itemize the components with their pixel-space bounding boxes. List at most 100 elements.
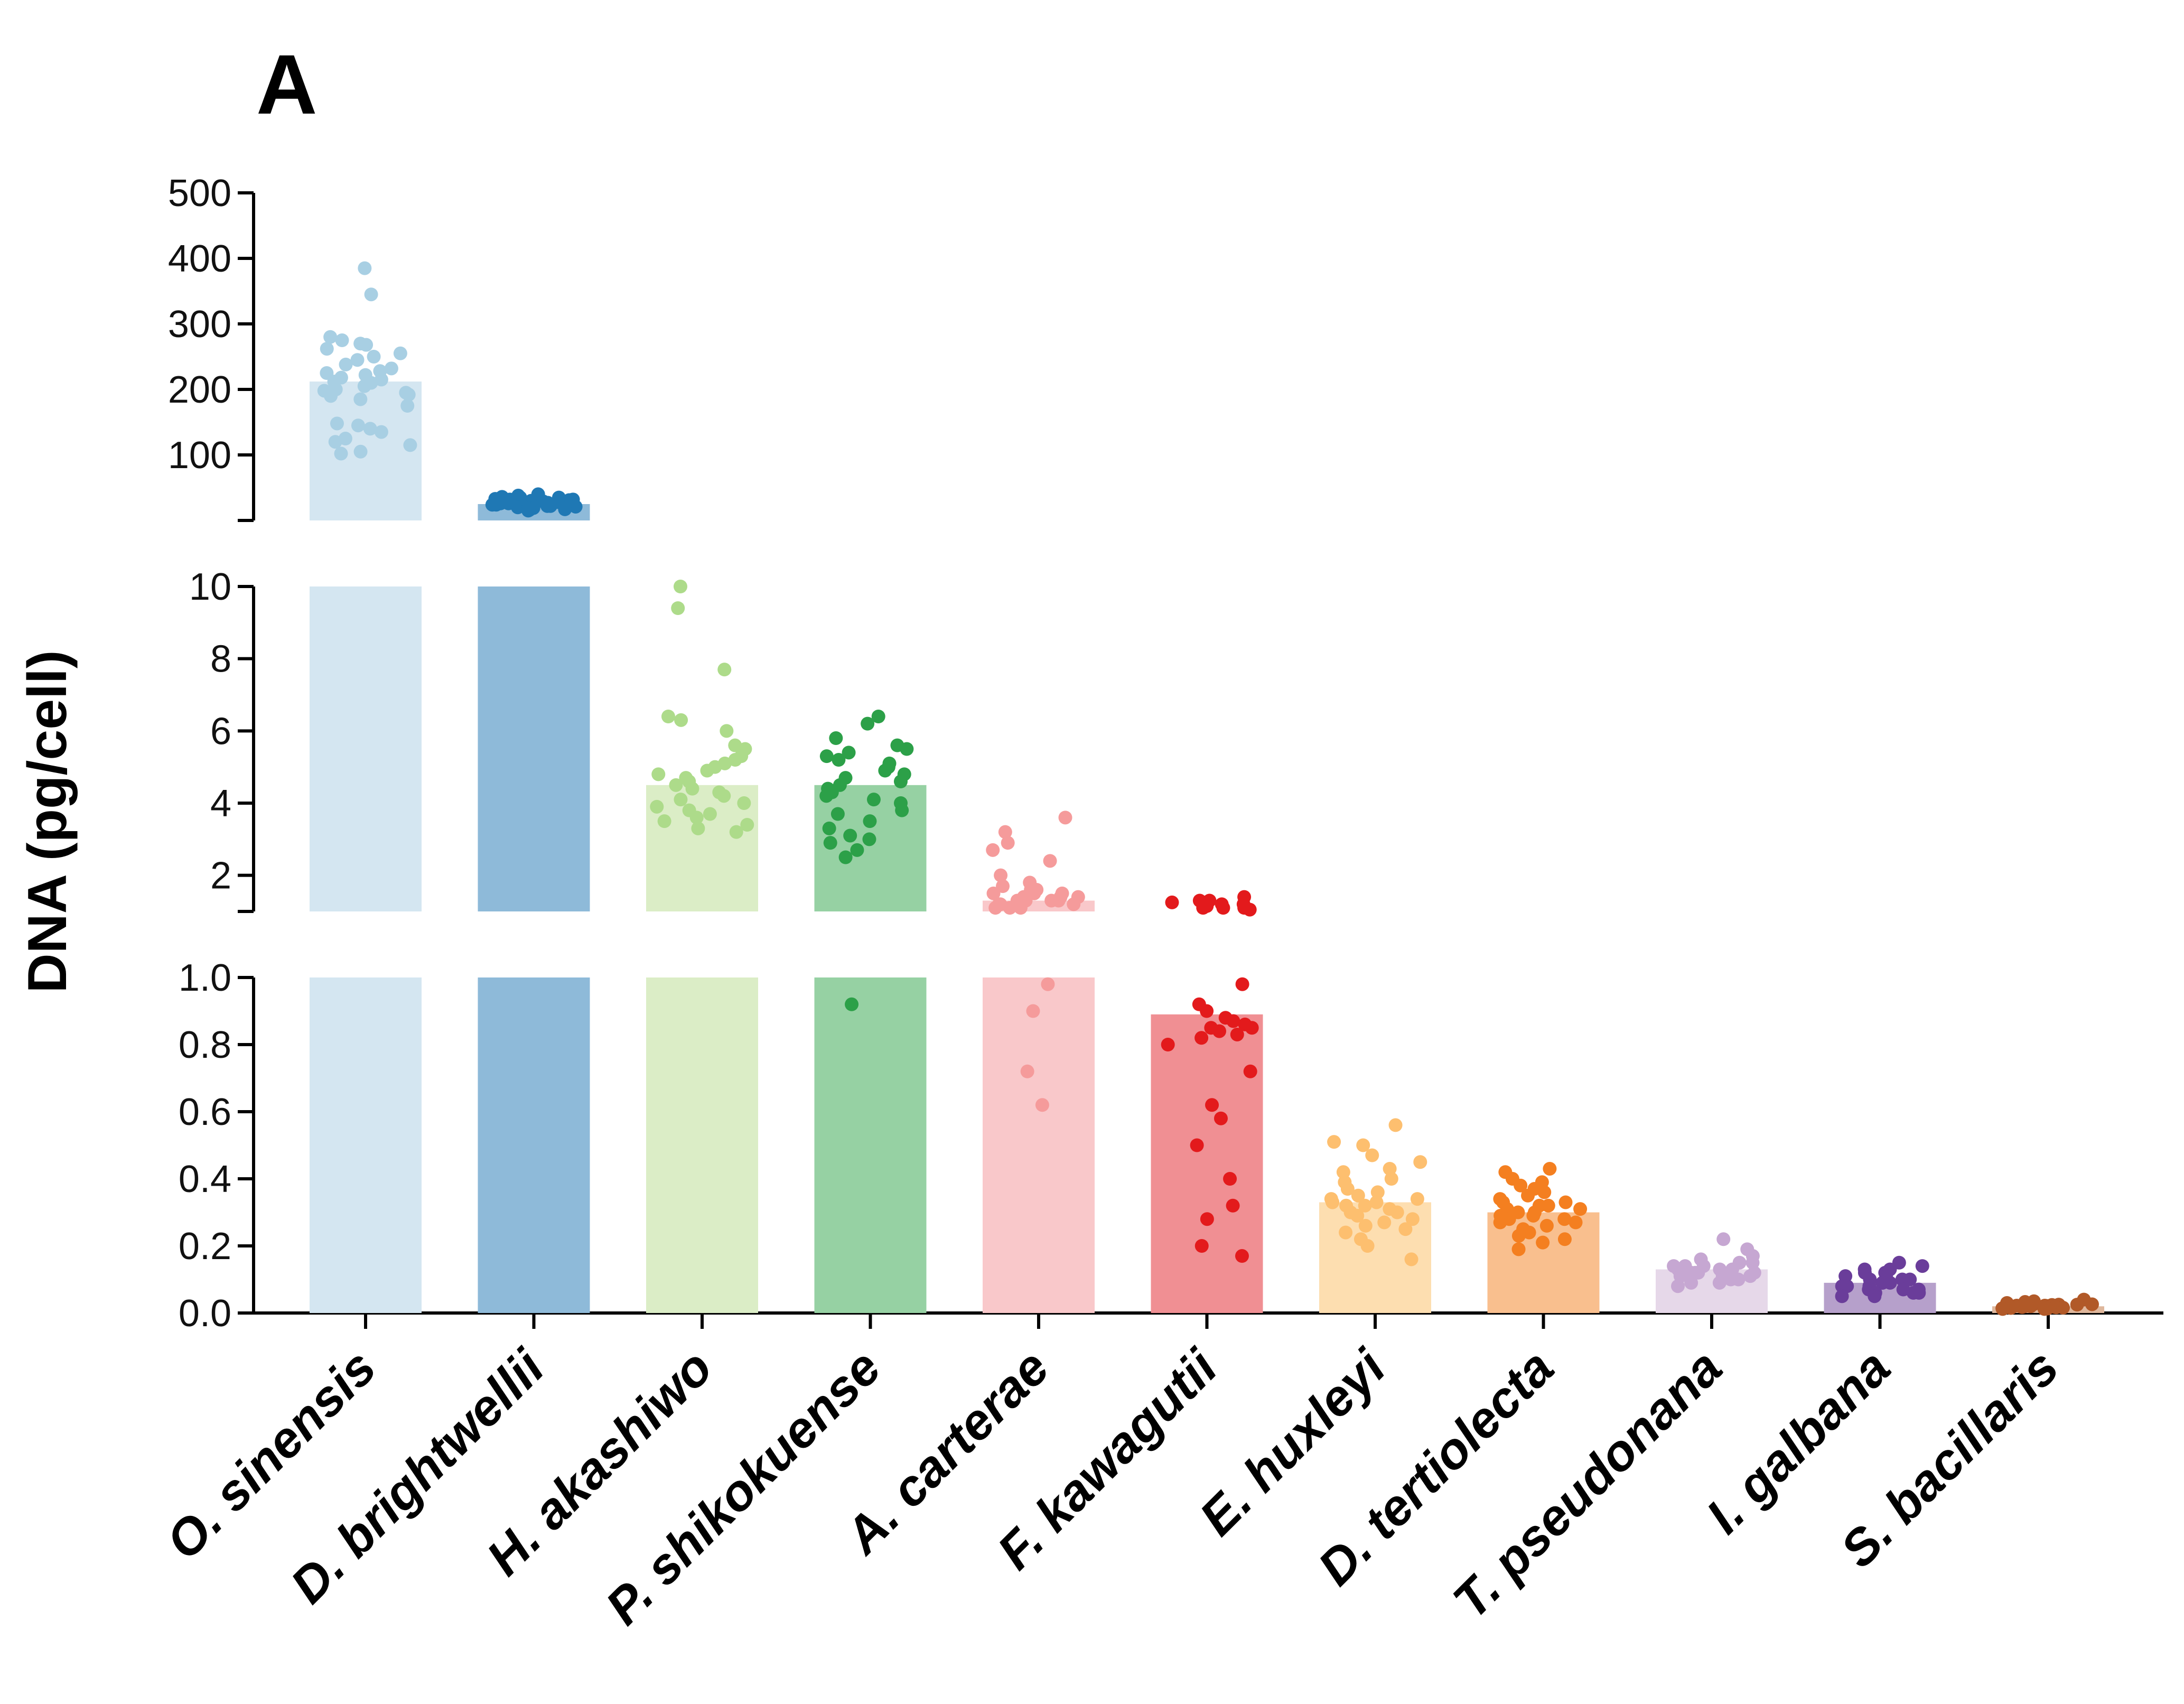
data-point <box>1043 854 1057 868</box>
data-point <box>1573 1202 1588 1216</box>
data-point <box>1526 1208 1541 1223</box>
data-point <box>893 775 908 788</box>
data-point <box>359 338 374 352</box>
data-point <box>1398 1222 1413 1236</box>
data-point <box>740 818 754 832</box>
data-point <box>323 330 338 344</box>
data-point <box>367 350 381 364</box>
data-point <box>1557 1232 1572 1246</box>
data-point <box>1514 1178 1528 1193</box>
data-point <box>1161 1038 1175 1051</box>
bar-0-part-0 <box>310 977 422 1313</box>
data-point <box>866 793 881 807</box>
y-tick-label: 500 <box>168 172 231 215</box>
data-point <box>996 879 1010 893</box>
data-point <box>1558 1195 1573 1209</box>
y-tick-label: 0.0 <box>179 1292 231 1335</box>
data-point <box>1350 1208 1365 1223</box>
y-tick-label: 0.8 <box>179 1024 231 1066</box>
data-point <box>717 789 731 803</box>
bar-1-part-0 <box>478 977 590 1313</box>
data-point <box>1511 1228 1526 1243</box>
data-point <box>1190 1138 1204 1152</box>
data-point <box>689 811 704 825</box>
data-point <box>324 389 338 403</box>
y-tick-label: 8 <box>210 638 231 681</box>
points-group <box>317 261 2099 1316</box>
data-point <box>540 499 555 513</box>
data-point <box>861 716 875 731</box>
data-point <box>400 399 415 413</box>
data-point <box>1358 1198 1372 1213</box>
data-point <box>1194 1031 1209 1045</box>
data-point <box>521 504 535 518</box>
data-point <box>1214 1111 1228 1125</box>
data-point <box>1226 1198 1240 1213</box>
data-point <box>1358 1218 1373 1233</box>
data-point <box>986 886 1001 900</box>
data-point <box>1404 1252 1418 1267</box>
data-point <box>1223 1172 1237 1186</box>
data-point <box>511 500 525 515</box>
data-point <box>829 731 843 745</box>
data-point <box>842 746 856 760</box>
data-point <box>1388 1118 1403 1132</box>
data-point <box>1541 1198 1555 1213</box>
data-point <box>673 580 687 593</box>
data-point <box>1684 1275 1698 1290</box>
data-point <box>871 710 885 723</box>
bars-group <box>310 381 2104 1313</box>
data-point <box>845 997 859 1011</box>
data-point <box>1336 1165 1350 1179</box>
data-point <box>1522 1225 1536 1240</box>
data-point <box>1339 1225 1353 1240</box>
data-point <box>339 357 353 371</box>
data-point <box>830 807 845 821</box>
data-point <box>1743 1269 1758 1283</box>
data-point <box>819 789 834 803</box>
data-point <box>1384 1172 1398 1186</box>
data-point <box>1194 1239 1209 1253</box>
data-point <box>1390 1205 1404 1219</box>
data-point <box>651 767 666 781</box>
data-point <box>1216 901 1230 915</box>
data-point <box>1340 1182 1355 1196</box>
data-point <box>1569 1215 1583 1230</box>
data-point <box>403 438 417 452</box>
data-point <box>1243 1064 1257 1078</box>
data-point <box>364 287 378 302</box>
data-point <box>1035 1098 1049 1112</box>
y-tick-label: 200 <box>168 369 231 411</box>
data-point <box>335 333 349 347</box>
data-point <box>2056 1300 2070 1315</box>
data-point <box>823 836 837 850</box>
data-point <box>863 814 877 828</box>
data-point <box>353 392 368 406</box>
data-point <box>986 843 1000 857</box>
data-point <box>320 342 334 356</box>
data-point <box>729 825 743 839</box>
data-point <box>650 799 664 814</box>
data-point <box>1013 901 1028 915</box>
data-point <box>737 796 751 810</box>
data-point <box>674 713 688 727</box>
data-point <box>1196 901 1210 915</box>
bar-5-part-0 <box>1151 1014 1263 1313</box>
y-tick-label: 1.0 <box>179 957 231 999</box>
y-tick-label: 100 <box>168 434 231 477</box>
data-point <box>1995 1302 2010 1316</box>
data-point <box>2015 1300 2029 1314</box>
y-tick-label: 4 <box>210 783 231 825</box>
data-point <box>1230 1027 1244 1041</box>
data-point <box>1327 1135 1341 1149</box>
data-point <box>1365 1148 1379 1162</box>
data-point <box>363 422 377 436</box>
data-point <box>998 825 1012 839</box>
data-point <box>685 781 699 796</box>
bar-3-part-0 <box>814 977 927 1313</box>
data-point <box>1245 1021 1259 1035</box>
bar-0-part-1 <box>310 586 422 911</box>
data-point <box>1326 1195 1340 1209</box>
